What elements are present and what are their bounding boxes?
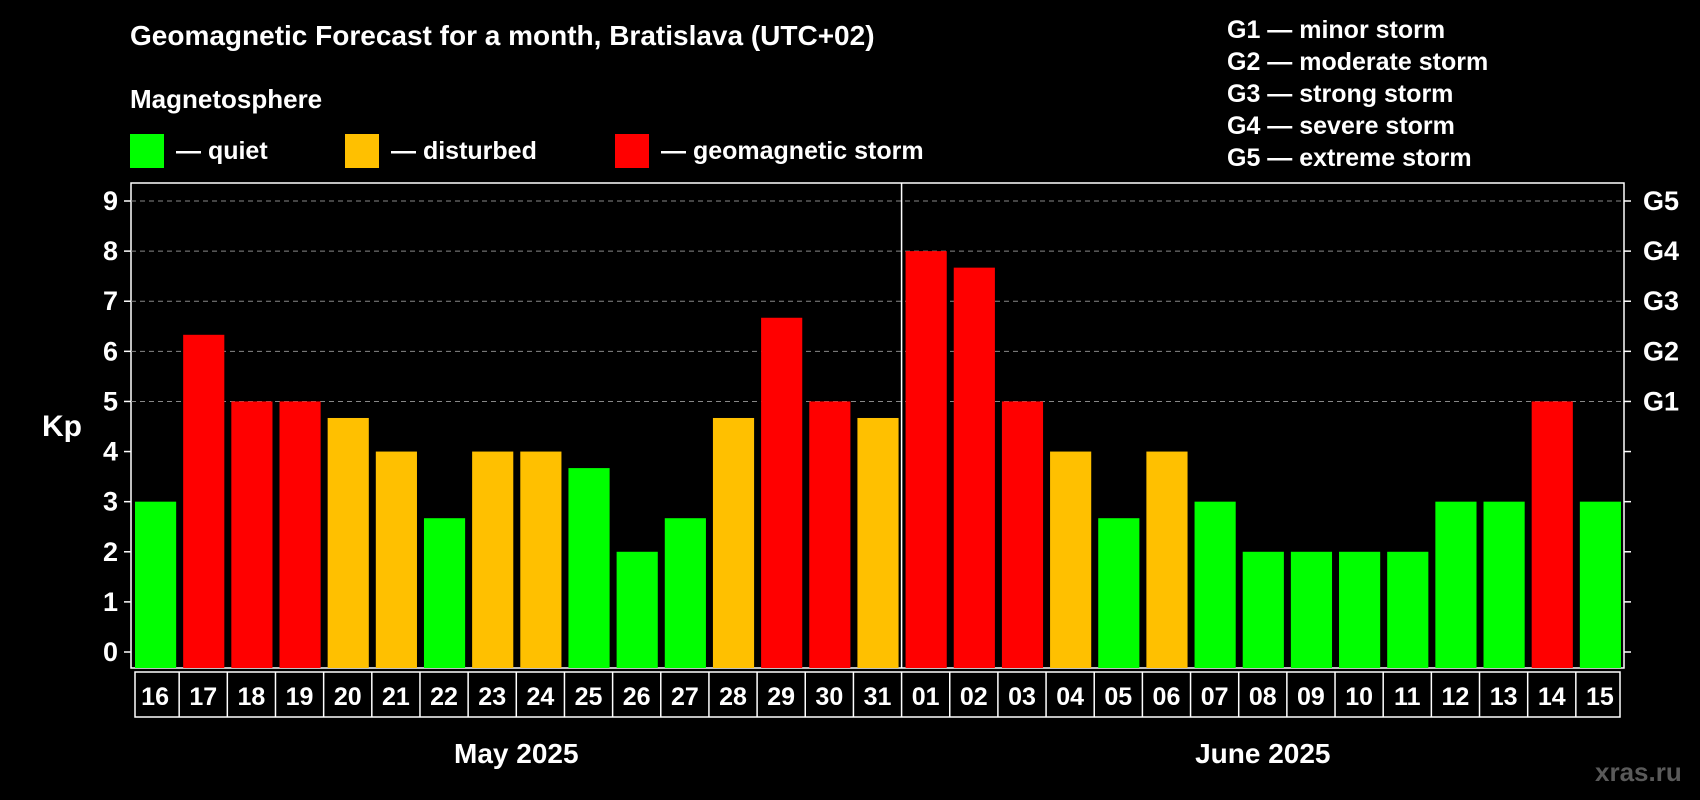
y-tick-label: 0 — [103, 637, 118, 667]
g-level-label: G4 — [1643, 236, 1679, 266]
x-tick-label: 18 — [237, 683, 265, 711]
x-tick-label: 20 — [334, 683, 362, 711]
y-tick-label: 8 — [103, 236, 118, 266]
bar — [279, 401, 320, 668]
x-tick-label: 09 — [1297, 683, 1325, 711]
month-label: May 2025 — [454, 738, 579, 769]
g-level-label: G1 — [1643, 386, 1679, 416]
y-tick-label: 5 — [103, 386, 118, 416]
y-tick-label: 2 — [103, 537, 118, 567]
x-tick-label: 22 — [430, 683, 458, 711]
x-tick-label: 31 — [864, 683, 892, 711]
x-tick-label: 13 — [1490, 683, 1518, 711]
bar — [665, 518, 706, 668]
bar — [1339, 552, 1380, 668]
x-tick-label: 17 — [189, 683, 217, 711]
x-tick-label: 06 — [1153, 683, 1181, 711]
bar — [424, 518, 465, 668]
x-tick-label: 08 — [1249, 683, 1277, 711]
bar — [617, 552, 658, 668]
bar — [954, 268, 995, 668]
x-tick-label: 07 — [1201, 683, 1229, 711]
g-level-label: G5 — [1643, 186, 1679, 216]
x-tick-label: 21 — [382, 683, 410, 711]
bar — [231, 401, 272, 668]
x-tick-label: 03 — [1008, 683, 1036, 711]
bar — [472, 452, 513, 668]
x-tick-label: 30 — [815, 683, 843, 711]
bar — [1387, 552, 1428, 668]
bar — [376, 452, 417, 668]
bar — [1532, 401, 1573, 668]
x-tick-label: 05 — [1104, 683, 1132, 711]
bar — [1291, 552, 1332, 668]
bar — [761, 318, 802, 668]
bar — [1580, 502, 1621, 668]
x-tick-label: 04 — [1056, 683, 1084, 711]
bar — [1002, 401, 1043, 668]
x-tick-label: 27 — [671, 683, 699, 711]
bar — [713, 418, 754, 668]
x-tick-label: 10 — [1345, 683, 1373, 711]
x-tick-label: 16 — [141, 683, 169, 711]
x-tick-label: 23 — [478, 683, 506, 711]
x-tick-label: 14 — [1538, 683, 1566, 711]
bar — [135, 502, 176, 668]
g-level-label: G3 — [1643, 286, 1679, 316]
y-tick-label: 4 — [103, 437, 118, 467]
bar — [520, 452, 561, 668]
month-label: June 2025 — [1195, 738, 1330, 769]
bar — [1146, 452, 1187, 668]
bar — [857, 418, 898, 668]
x-tick-label: 28 — [719, 683, 747, 711]
x-tick-label: 24 — [526, 683, 554, 711]
y-tick-label: 6 — [103, 336, 118, 366]
bar — [1484, 502, 1525, 668]
bar — [1195, 502, 1236, 668]
y-tick-label: 9 — [103, 186, 118, 216]
x-tick-label: 02 — [960, 683, 988, 711]
bar — [328, 418, 369, 668]
x-tick-label: 25 — [575, 683, 603, 711]
y-tick-label: 1 — [103, 587, 118, 617]
y-tick-label: 7 — [103, 286, 118, 316]
x-tick-label: 01 — [912, 683, 940, 711]
x-tick-label: 26 — [623, 683, 651, 711]
kp-bar-chart: 0123456789G1G2G3G4G516 17 18 19 20 21 22 23 24 25… — [0, 0, 1700, 800]
y-tick-label: 3 — [103, 487, 118, 517]
bar — [1243, 552, 1284, 668]
bar — [1435, 502, 1476, 668]
bar — [809, 401, 850, 668]
bar — [1050, 452, 1091, 668]
bar — [568, 468, 609, 668]
bar — [906, 251, 947, 668]
x-tick-label: 29 — [767, 683, 795, 711]
x-tick-label: 15 — [1586, 683, 1614, 711]
g-level-label: G2 — [1643, 336, 1679, 366]
x-tick-label: 11 — [1394, 683, 1421, 711]
bar — [183, 335, 224, 668]
x-tick-label: 19 — [286, 683, 314, 711]
watermark: xras.ru — [1595, 757, 1682, 788]
bar — [1098, 518, 1139, 668]
x-tick-label: 12 — [1442, 683, 1470, 711]
